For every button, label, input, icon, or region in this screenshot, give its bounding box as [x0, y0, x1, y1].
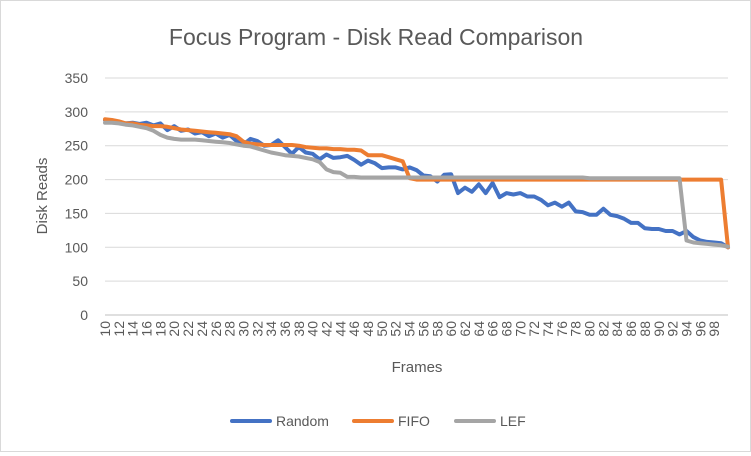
x-tick-label: 88 [637, 321, 653, 337]
x-tick-label: 74 [540, 321, 556, 337]
x-tick-label: 42 [319, 321, 335, 337]
series-lines [103, 117, 730, 250]
legend-label: FIFO [398, 413, 430, 429]
y-axis-title: Disk Reads [34, 158, 51, 235]
x-tick-label: 70 [512, 321, 528, 337]
x-tick-label: 18 [152, 321, 168, 337]
x-tick-label: 62 [457, 321, 473, 337]
chart-title: Focus Program - Disk Read Comparison [169, 24, 583, 50]
x-tick-label: 22 [180, 321, 196, 337]
y-tick-label: 50 [72, 273, 88, 289]
y-tick-label: 250 [65, 138, 89, 154]
x-tick-label: 98 [706, 321, 722, 337]
x-tick-label: 82 [595, 321, 611, 337]
x-tick-label: 14 [125, 321, 141, 337]
x-tick-label: 50 [374, 321, 390, 337]
legend-label: LEF [500, 413, 526, 429]
y-tick-label: 200 [65, 172, 89, 188]
x-tick-label: 46 [346, 321, 362, 337]
x-axis-title: Frames [392, 359, 443, 376]
x-tick-label: 36 [277, 321, 293, 337]
y-tick-label: 350 [65, 70, 89, 86]
x-tick-label: 32 [249, 321, 265, 337]
x-tick-label: 28 [222, 321, 238, 337]
legend-item-fifo: FIFO [352, 413, 430, 429]
x-axis-ticks: 1012141618202224262830323436384042444648… [97, 321, 722, 337]
series-line-random [103, 118, 730, 250]
x-tick-label: 80 [582, 321, 598, 337]
x-tick-label: 86 [623, 321, 639, 337]
legend-item-lef: LEF [454, 413, 526, 429]
x-tick-label: 84 [609, 321, 625, 337]
legend: Random FIFO LEF [230, 413, 526, 429]
x-tick-label: 96 [692, 321, 708, 337]
legend-item-random: Random [230, 413, 329, 429]
x-tick-label: 24 [194, 321, 210, 337]
x-tick-label: 38 [291, 321, 307, 337]
x-tick-label: 76 [554, 321, 570, 337]
x-tick-label: 72 [526, 321, 542, 337]
x-tick-label: 26 [208, 321, 224, 337]
x-tick-label: 44 [332, 321, 348, 337]
x-tick-label: 30 [235, 321, 251, 337]
x-tick-label: 92 [665, 321, 681, 337]
y-axis-ticks: 0 50 100 150 200 250 300 350 [65, 70, 89, 323]
x-tick-label: 58 [429, 321, 445, 337]
x-tick-label: 54 [402, 321, 418, 337]
x-tick-label: 40 [305, 321, 321, 337]
x-tick-label: 20 [166, 321, 182, 337]
x-tick-label: 10 [97, 321, 113, 337]
y-tick-label: 0 [80, 307, 88, 323]
x-tick-label: 90 [651, 321, 667, 337]
series-line-lef [103, 120, 730, 249]
x-tick-label: 64 [471, 321, 487, 337]
x-tick-label: 66 [485, 321, 501, 337]
x-tick-label: 94 [678, 321, 694, 337]
x-tick-label: 16 [139, 321, 155, 337]
x-tick-label: 60 [443, 321, 459, 337]
x-tick-label: 52 [388, 321, 404, 337]
legend-label: Random [276, 413, 329, 429]
y-tick-label: 100 [65, 239, 89, 255]
x-tick-label: 68 [498, 321, 514, 337]
x-tick-label: 56 [415, 321, 431, 337]
x-tick-label: 48 [360, 321, 376, 337]
y-tick-label: 300 [65, 104, 89, 120]
x-tick-label: 12 [111, 321, 127, 337]
x-tick-label: 34 [263, 321, 279, 337]
x-tick-label: 78 [568, 321, 584, 337]
y-tick-label: 150 [65, 205, 89, 221]
gridlines [105, 77, 728, 316]
